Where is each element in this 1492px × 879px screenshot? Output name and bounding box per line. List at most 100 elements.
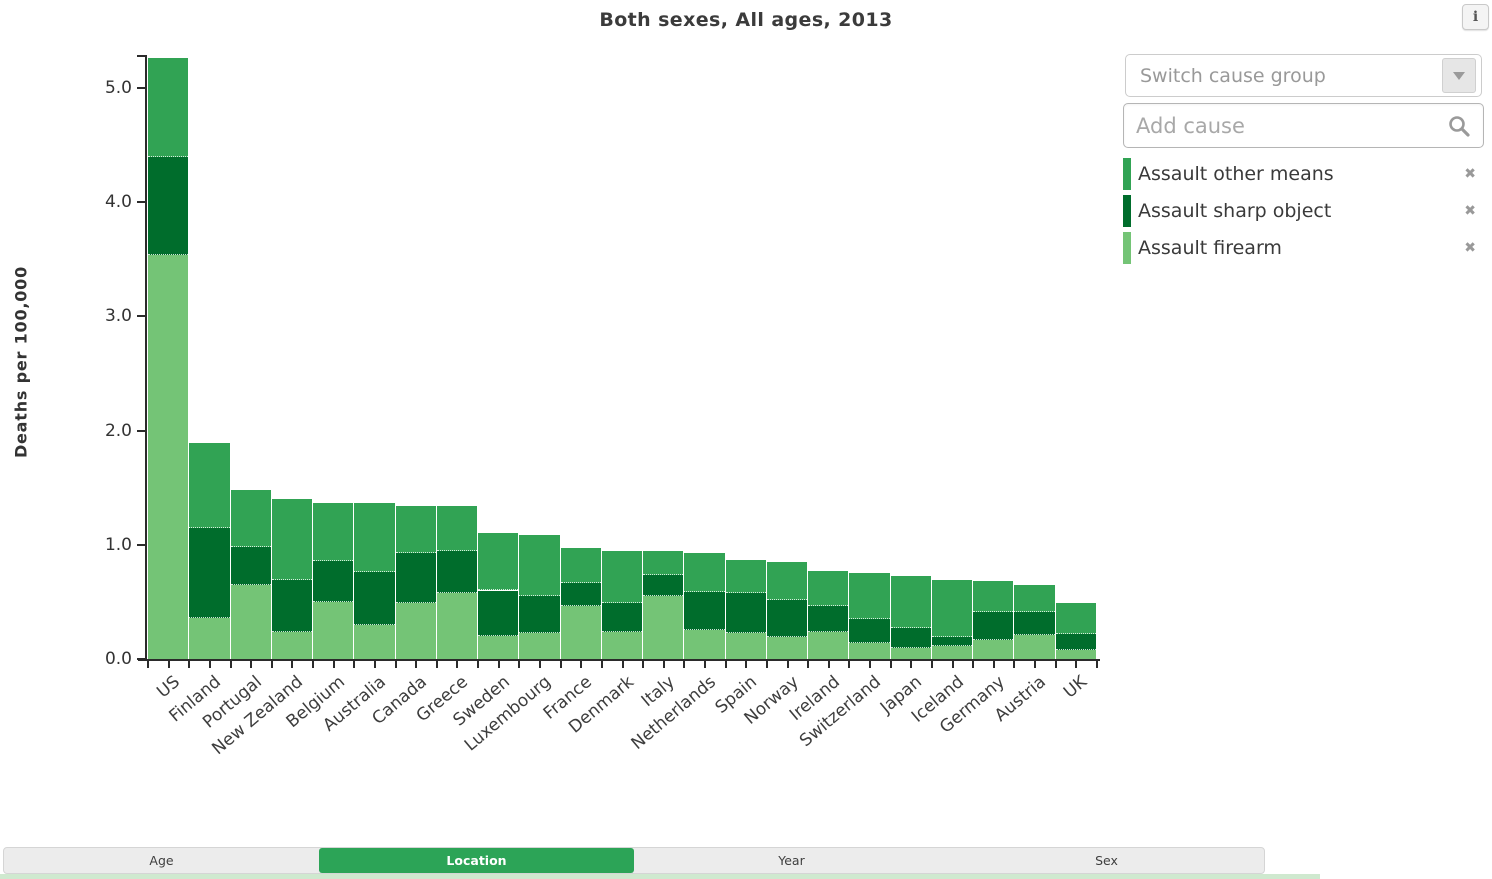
x-axis-tick xyxy=(827,660,830,668)
bar-segment[interactable] xyxy=(766,637,808,659)
bar-segment[interactable] xyxy=(395,603,436,659)
x-axis-tick xyxy=(889,660,892,668)
bar-segment[interactable] xyxy=(395,505,436,553)
bar-segment[interactable] xyxy=(684,591,725,631)
bar-segment[interactable] xyxy=(684,552,725,592)
bar-segment[interactable] xyxy=(189,527,230,618)
legend-label: Assault firearm xyxy=(1138,236,1282,259)
bar-segment[interactable] xyxy=(313,502,354,561)
x-axis-tick xyxy=(559,660,562,668)
tab-age[interactable]: Age xyxy=(149,853,174,868)
bar-segment[interactable] xyxy=(725,632,766,659)
bar-segment[interactable] xyxy=(890,647,931,659)
remove-cause-icon[interactable]: ✖ xyxy=(1464,202,1476,219)
x-axis-tick xyxy=(1013,660,1016,668)
bar-segment[interactable] xyxy=(1055,603,1096,634)
bar-segment[interactable] xyxy=(436,505,478,551)
tab-location[interactable]: Location xyxy=(319,848,634,873)
bar-segment[interactable] xyxy=(808,571,849,607)
bar-segment[interactable] xyxy=(478,636,519,659)
bar-segment[interactable] xyxy=(1055,633,1096,650)
bar-segment[interactable] xyxy=(436,550,478,593)
bar-segment[interactable] xyxy=(519,534,560,597)
bar-segment[interactable] xyxy=(973,581,1014,613)
dropdown-arrow-button[interactable] xyxy=(1442,58,1476,93)
bar-segment[interactable] xyxy=(478,533,519,591)
bar-segment[interactable] xyxy=(148,156,189,255)
cause-legend: Assault other means ✖ Assault sharp obje… xyxy=(1123,155,1484,266)
tab-year[interactable]: Year xyxy=(778,853,805,868)
bar-segment[interactable] xyxy=(931,646,973,659)
bar-segment[interactable] xyxy=(519,596,560,633)
bar-segment[interactable] xyxy=(601,550,643,604)
bar-segment[interactable] xyxy=(601,603,643,632)
bar-segment[interactable] xyxy=(1014,584,1055,613)
bar-segment[interactable] xyxy=(849,643,890,659)
bar-segment[interactable] xyxy=(808,631,849,659)
bar-norway xyxy=(766,55,809,659)
bar-segment[interactable] xyxy=(808,606,849,632)
bar-segment[interactable] xyxy=(766,599,808,638)
bar-segment[interactable] xyxy=(354,624,395,659)
bar-segment[interactable] xyxy=(931,637,973,647)
bar-segment[interactable] xyxy=(148,254,189,659)
bar-segment[interactable] xyxy=(313,560,354,602)
remove-cause-icon[interactable]: ✖ xyxy=(1464,165,1476,182)
bar-segment[interactable] xyxy=(973,639,1014,659)
bar-segment[interactable] xyxy=(725,559,766,593)
bar-segment[interactable] xyxy=(890,628,931,648)
bar-segment[interactable] xyxy=(643,596,684,659)
x-axis-tick xyxy=(415,660,418,668)
bar-segment[interactable] xyxy=(931,580,973,638)
bar-segment[interactable] xyxy=(478,590,519,637)
switch-cause-group-select[interactable]: Switch cause group xyxy=(1125,54,1482,97)
x-axis-tick xyxy=(1054,660,1057,668)
bar-segment[interactable] xyxy=(1055,649,1096,659)
bar-segment[interactable] xyxy=(684,630,725,659)
bar-segment[interactable] xyxy=(849,619,890,644)
info-button[interactable]: i xyxy=(1462,4,1489,30)
bar-segment[interactable] xyxy=(560,582,601,607)
bar-segment[interactable] xyxy=(1014,635,1055,659)
bar-segment[interactable] xyxy=(230,490,271,548)
bar-segment[interactable] xyxy=(1014,612,1055,636)
x-axis-tick xyxy=(972,660,975,668)
bar-segment[interactable] xyxy=(230,547,271,585)
bar-segment[interactable] xyxy=(766,561,808,600)
bar-segment[interactable] xyxy=(643,574,684,597)
x-axis-tick xyxy=(394,660,397,668)
bar-segment[interactable] xyxy=(313,601,354,659)
bar-segment[interactable] xyxy=(189,617,230,659)
bar-finland xyxy=(189,55,231,659)
bar-belgium xyxy=(313,55,355,659)
add-cause-input[interactable]: Add cause xyxy=(1123,103,1484,148)
bar-segment[interactable] xyxy=(973,612,1014,640)
x-axis-tick xyxy=(1075,660,1078,668)
x-axis-tick xyxy=(250,660,253,668)
bar-segment[interactable] xyxy=(890,575,931,629)
bar-segment[interactable] xyxy=(395,552,436,604)
bar-segment[interactable] xyxy=(849,573,890,620)
bar-segment[interactable] xyxy=(560,548,601,583)
bar-segment[interactable] xyxy=(436,592,478,659)
bar-segment[interactable] xyxy=(230,584,271,659)
x-axis-tick xyxy=(642,660,645,668)
tab-sex[interactable]: Sex xyxy=(1095,853,1118,868)
bar-segment[interactable] xyxy=(189,443,230,528)
bar-segment[interactable] xyxy=(601,631,643,659)
bar-segment[interactable] xyxy=(354,572,395,625)
bar-segment[interactable] xyxy=(271,499,313,581)
bar-segment[interactable] xyxy=(519,632,560,659)
bar-segment[interactable] xyxy=(643,550,684,575)
bar-segment[interactable] xyxy=(725,592,766,633)
bar-segment[interactable] xyxy=(560,606,601,659)
bar-canada xyxy=(395,55,437,659)
bar-segment[interactable] xyxy=(148,58,189,157)
remove-cause-icon[interactable]: ✖ xyxy=(1464,239,1476,256)
bar-segment[interactable] xyxy=(271,580,313,632)
search-icon xyxy=(1449,115,1470,137)
bar-segment[interactable] xyxy=(271,631,313,659)
x-axis-tick xyxy=(353,660,356,668)
bar-segment[interactable] xyxy=(354,502,395,573)
bar-japan xyxy=(890,55,932,659)
